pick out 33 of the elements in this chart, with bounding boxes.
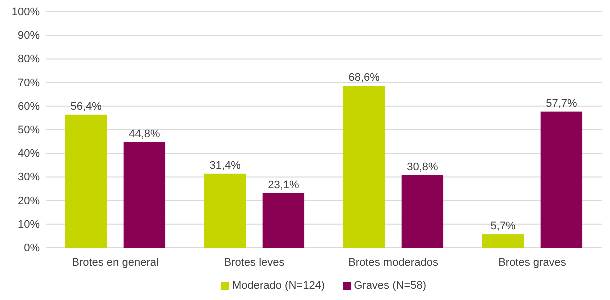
x-tick-label: Brotes leves <box>224 256 286 269</box>
y-tick-label: 0% <box>24 242 40 255</box>
y-tick-label: 100% <box>12 6 40 19</box>
bar <box>343 86 386 248</box>
y-tick-label: 50% <box>18 124 40 137</box>
y-tick-label: 80% <box>18 54 40 66</box>
bar <box>402 175 444 248</box>
data-label: 30,8% <box>407 161 438 174</box>
x-tick-label: Brotes moderados <box>348 256 439 269</box>
bar <box>262 193 305 248</box>
x-tick-label: Brotes graves <box>498 256 567 269</box>
y-tick-label: 20% <box>18 195 40 208</box>
data-label: 68,6% <box>348 72 380 84</box>
y-tick-label: 10% <box>18 218 40 231</box>
legend-label: Moderado (N=124) <box>232 280 326 292</box>
data-label: 23,1% <box>268 179 300 192</box>
bar <box>482 234 524 248</box>
data-label: 44,8% <box>129 128 160 140</box>
bar <box>204 174 246 248</box>
y-tick-label: 30% <box>18 172 40 184</box>
bar <box>124 142 166 248</box>
data-label: 56,4% <box>70 100 102 113</box>
bar <box>540 112 583 248</box>
y-tick-label: 90% <box>18 30 40 42</box>
data-label: 31,4% <box>210 160 242 172</box>
y-tick-label: 40% <box>18 148 40 160</box>
legend-label: Graves (N=58) <box>354 280 427 292</box>
y-tick-label: 60% <box>18 100 40 113</box>
y-tick-label: 70% <box>18 77 40 90</box>
data-label: 5,7% <box>490 220 516 233</box>
x-tick-label: Brotes en general <box>72 256 159 269</box>
data-label: 57,7% <box>546 98 578 110</box>
bar <box>65 114 108 248</box>
